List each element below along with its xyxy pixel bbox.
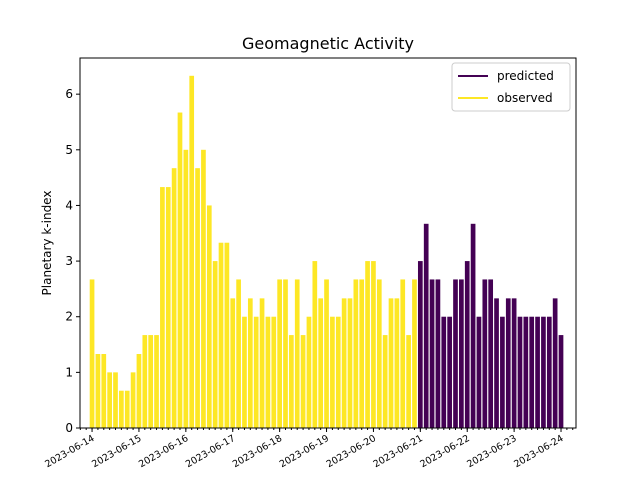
observed-bar xyxy=(113,372,118,428)
observed-bar xyxy=(330,316,335,428)
predicted-bar xyxy=(511,298,517,428)
observed-bar xyxy=(171,168,177,429)
predicted-bar xyxy=(517,316,523,428)
predicted-bar xyxy=(541,316,546,428)
observed-bar xyxy=(160,187,165,428)
observed-bar xyxy=(107,372,112,428)
y-tick-label: 4 xyxy=(65,198,73,212)
observed-bar xyxy=(283,279,288,428)
legend-label-observed: observed xyxy=(497,91,553,105)
observed-bar xyxy=(201,149,206,429)
predicted-bar xyxy=(435,279,441,428)
observed-bar xyxy=(230,298,236,428)
observed-bar xyxy=(294,279,300,428)
observed-bar xyxy=(306,316,312,428)
y-axis-label: Planetary k-index xyxy=(40,191,54,296)
predicted-bar xyxy=(494,298,499,428)
observed-bar xyxy=(236,279,241,428)
y-tick-label: 1 xyxy=(65,365,73,379)
y-axis: 0 1 2 3 4 5 6 xyxy=(65,87,80,435)
observed-bar xyxy=(400,279,406,428)
predicted-bar xyxy=(459,279,464,428)
observed-bar xyxy=(101,354,107,428)
observed-bar xyxy=(300,335,306,428)
predicted-bar xyxy=(535,316,540,428)
predicted-bar xyxy=(453,279,458,428)
observed-bar xyxy=(124,390,130,428)
observed-bar xyxy=(212,261,218,428)
observed-bar xyxy=(371,261,376,428)
predicted-bar xyxy=(423,223,429,428)
observed-bar xyxy=(394,298,400,428)
observed-bar xyxy=(265,316,271,428)
predicted-bar xyxy=(417,261,423,428)
observed-bar xyxy=(253,316,259,428)
predicted-bar xyxy=(476,316,482,428)
observed-bar xyxy=(259,298,265,428)
predicted-bar xyxy=(546,316,552,428)
predicted-bar xyxy=(488,279,494,428)
observed-bar xyxy=(318,298,324,428)
observed-bar xyxy=(218,242,224,428)
observed-bar xyxy=(347,298,353,428)
observed-bar xyxy=(154,335,159,428)
observed-bar xyxy=(95,354,101,428)
observed-bar xyxy=(388,298,394,428)
predicted-bar xyxy=(558,335,564,428)
predicted-bar xyxy=(470,223,476,428)
y-tick-label: 0 xyxy=(65,421,73,435)
observed-bar xyxy=(359,279,365,428)
observed-bar xyxy=(224,242,230,428)
observed-bar xyxy=(382,335,388,428)
plot-frame xyxy=(79,57,577,429)
observed-bar xyxy=(289,335,294,428)
observed-bar xyxy=(335,316,341,428)
observed-bar xyxy=(165,187,171,428)
y-tick-label: 3 xyxy=(65,254,73,268)
legend-label-predicted: predicted xyxy=(497,69,554,83)
observed-bar xyxy=(177,112,183,428)
observed-bar xyxy=(206,205,212,428)
observed-bar xyxy=(148,335,154,428)
y-tick-label: 2 xyxy=(65,310,73,324)
predicted-bar xyxy=(500,316,505,428)
observed-bar xyxy=(142,335,148,428)
observed-bar xyxy=(406,335,411,428)
observed-bar xyxy=(119,390,124,428)
observed-bar xyxy=(271,316,277,428)
observed-bar xyxy=(312,261,318,428)
observed-bar xyxy=(365,261,370,428)
observed-bar xyxy=(324,279,329,428)
chart-title: Geomagnetic Activity xyxy=(242,34,414,53)
y-tick-label: 6 xyxy=(65,87,73,101)
y-tick-label: 5 xyxy=(65,143,73,157)
observed-bar xyxy=(341,298,347,428)
predicted-bar xyxy=(529,316,535,428)
observed-bar xyxy=(353,279,359,428)
predicted-bar xyxy=(464,261,470,428)
predicted-bar xyxy=(447,316,452,428)
observed-bar xyxy=(130,372,136,428)
observed-bar xyxy=(277,279,282,428)
observed-bar xyxy=(189,75,195,429)
observed-bar xyxy=(136,354,142,428)
observed-bar xyxy=(183,149,189,429)
predicted-bar xyxy=(505,298,511,428)
observed-bar xyxy=(376,279,382,428)
observed-bar xyxy=(89,279,95,428)
observed-bar xyxy=(195,168,200,429)
observed-bar xyxy=(247,298,253,428)
bars-layer xyxy=(89,75,564,429)
legend: predicted observed xyxy=(451,62,571,112)
predicted-bar xyxy=(441,316,447,428)
observed-bar xyxy=(412,279,417,428)
predicted-bar xyxy=(429,279,435,428)
predicted-bar xyxy=(552,298,558,428)
predicted-bar xyxy=(482,279,488,428)
predicted-bar xyxy=(523,316,529,428)
observed-bar xyxy=(242,316,247,428)
